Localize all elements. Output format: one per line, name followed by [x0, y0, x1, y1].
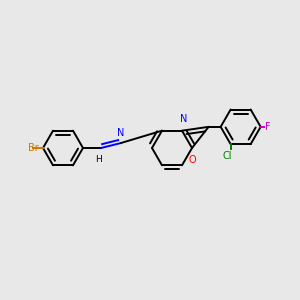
Text: N: N [117, 128, 125, 138]
Text: F: F [265, 122, 270, 132]
Text: H: H [94, 155, 101, 164]
Text: Br: Br [28, 143, 39, 153]
Text: Cl: Cl [223, 151, 232, 161]
Text: N: N [180, 114, 188, 124]
Text: O: O [188, 155, 196, 165]
